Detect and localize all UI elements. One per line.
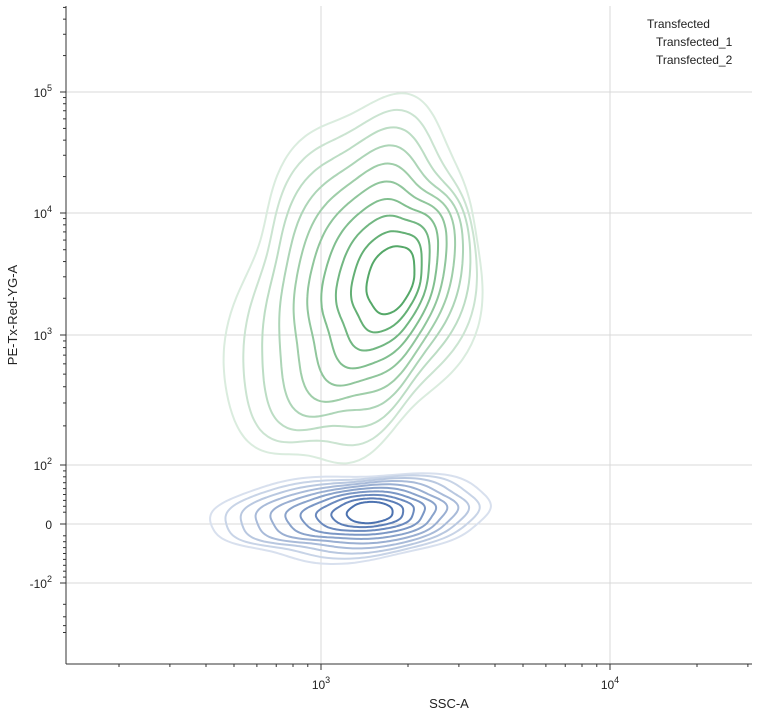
x-axis-title: SSC-A <box>429 696 469 711</box>
contour-level-line <box>254 479 460 550</box>
contour-level-line <box>224 474 481 560</box>
contour-series <box>222 92 484 465</box>
contour-level-line <box>278 144 465 418</box>
legend-entry: Transfected_1 <box>656 35 733 49</box>
contour-level-line <box>349 230 423 334</box>
y-tick-label-exponent: 3 <box>47 326 52 336</box>
y-tick-label-exponent: 2 <box>47 456 52 466</box>
contour-plot-area <box>209 92 492 566</box>
y-tick-label: 102 <box>34 456 52 473</box>
y-axis-title: PE-Tx-Red-YG-A <box>5 264 20 365</box>
contour-level-line <box>284 486 438 540</box>
contour-level-line <box>209 472 492 566</box>
y-tick-label: 105 <box>34 83 52 100</box>
contour-level-line <box>334 214 431 352</box>
x-tick-label-exponent: 4 <box>614 675 619 685</box>
x-tick-label-base: 10 <box>601 678 615 692</box>
y-tick-label-base: 10 <box>34 329 48 343</box>
y-tick-label-base: 10 <box>34 459 48 473</box>
x-tick-label: 104 <box>601 675 619 692</box>
contour-level-line <box>242 108 479 447</box>
contour-level-line <box>269 483 449 545</box>
contour-level-line <box>330 497 405 529</box>
x-tick-label-exponent: 3 <box>325 675 330 685</box>
legend-title: Transfected <box>647 17 710 31</box>
legend: Transfected Transfected_1 Transfected_2 <box>647 17 733 67</box>
y-tick-label-base: 0 <box>45 518 52 532</box>
y-tick-label-exponent: 5 <box>47 83 52 93</box>
contour-level-line <box>365 245 416 316</box>
contour-level-line <box>306 180 448 387</box>
contour-level-line <box>299 490 427 536</box>
y-tick-label-base: 10 <box>34 86 48 100</box>
y-tick-label-base: -10 <box>30 577 48 591</box>
legend-entry: Transfected_2 <box>656 53 733 67</box>
contour-level-line <box>222 92 484 465</box>
contour-series <box>209 472 492 566</box>
contour-level-line <box>314 493 415 532</box>
y-tick-label-exponent: 2 <box>47 574 52 584</box>
contour-level-line <box>239 476 471 555</box>
y-tick-label: 0 <box>45 518 52 532</box>
contour-level-line <box>292 162 457 403</box>
y-tick-label-base: 10 <box>34 207 48 221</box>
y-tick-label: 103 <box>34 326 52 343</box>
contour-level-line <box>261 126 472 432</box>
y-tick-label: 104 <box>34 204 52 221</box>
contour-level-line <box>345 500 394 525</box>
y-tick-label-exponent: 4 <box>47 204 52 214</box>
x-tick-label-base: 10 <box>312 678 326 692</box>
x-tick-label: 103 <box>312 675 330 692</box>
y-tick-label: -102 <box>30 574 52 591</box>
contour-level-line <box>320 197 440 370</box>
